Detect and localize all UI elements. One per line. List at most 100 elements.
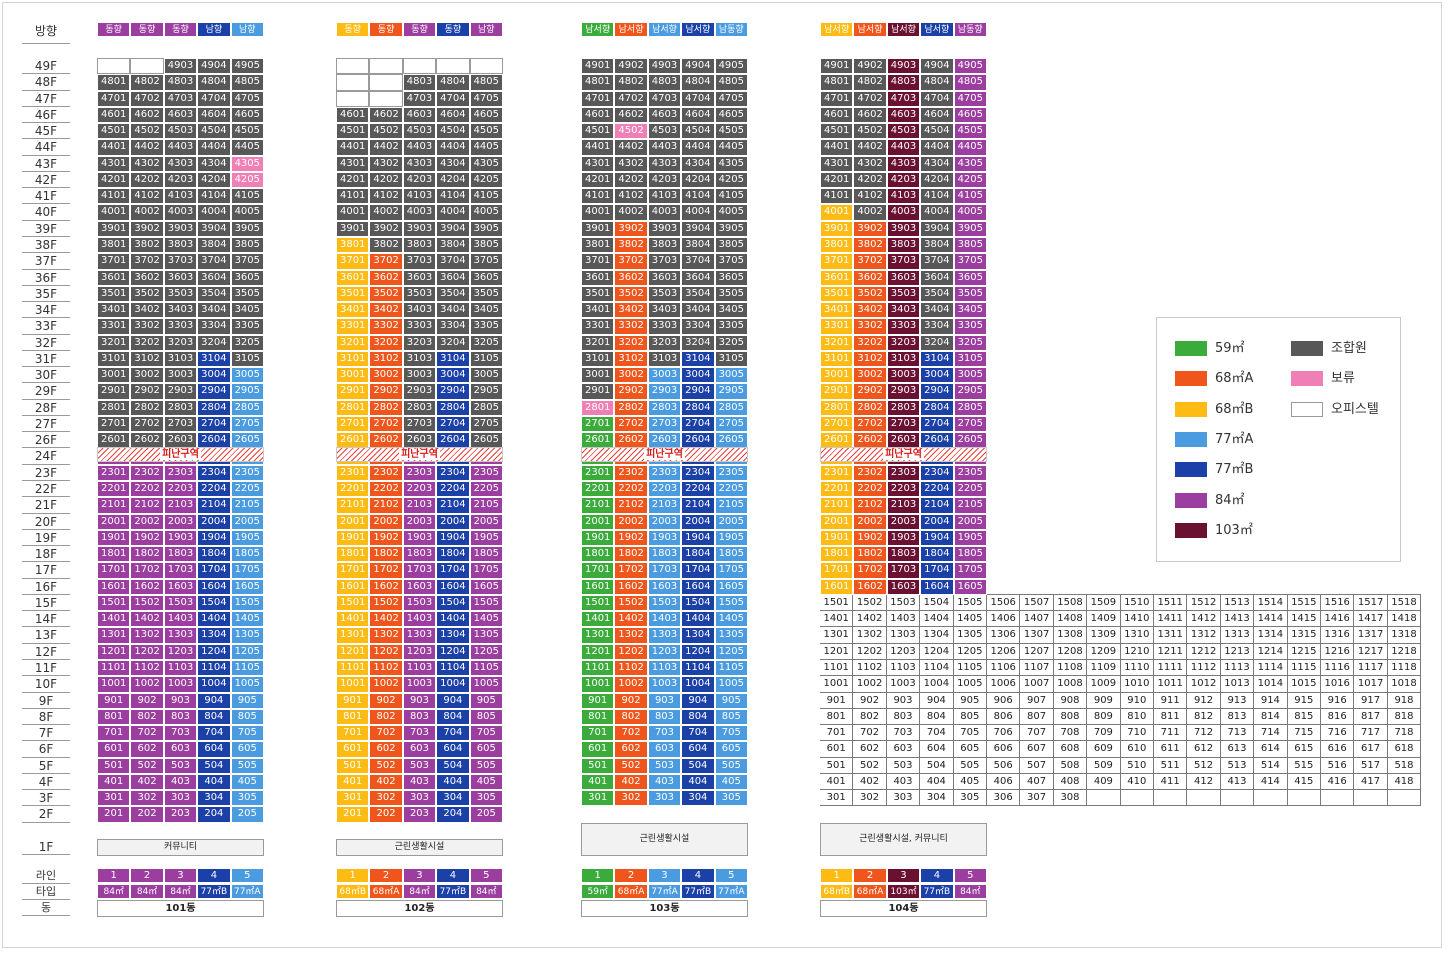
unit-cell[interactable]: 1702	[853, 562, 887, 579]
unit-cell[interactable]: 3003	[647, 367, 682, 384]
unit-cell[interactable]: 4102	[130, 188, 164, 205]
unit-cell[interactable]: 3601	[97, 269, 131, 286]
unit-cell[interactable]: 805	[230, 708, 264, 726]
unit-cell[interactable]: 3402	[130, 302, 164, 319]
unit-cell[interactable]: 2003	[402, 513, 437, 530]
unit-cell[interactable]: 1501	[336, 594, 370, 612]
unit-cell[interactable]: 4904	[920, 58, 954, 75]
unit-cell[interactable]: 3701	[820, 253, 854, 270]
unit-cell[interactable]: 1405	[714, 611, 748, 628]
unit-cell[interactable]: 3304	[920, 318, 954, 335]
unit-cell[interactable]: 4404	[920, 139, 954, 156]
unit-cell[interactable]: 401	[581, 773, 615, 791]
unit-cell[interactable]: 1701	[820, 562, 854, 579]
unit-cell[interactable]: 302	[130, 790, 164, 807]
unit-cell[interactable]: 2204	[920, 481, 954, 498]
unit-cell[interactable]: 4705	[469, 90, 503, 107]
unit-cell[interactable]: 2704	[920, 415, 954, 433]
unit-cell[interactable]: 1801	[820, 546, 854, 563]
unit-cell[interactable]: 403	[163, 773, 198, 791]
unit-cell[interactable]: 3001	[581, 367, 615, 384]
unit-cell[interactable]: 3202	[369, 334, 403, 351]
unit-cell[interactable]: 301	[581, 790, 615, 807]
unit-cell[interactable]: 2802	[614, 399, 648, 416]
officetel-cell[interactable]: 909	[1087, 692, 1121, 709]
unit-cell[interactable]: 1805	[230, 546, 264, 563]
officetel-cell[interactable]: 914	[1254, 692, 1288, 709]
officetel-cell[interactable]: 913	[1220, 692, 1255, 709]
unit-cell[interactable]: 3005	[714, 367, 748, 384]
unit-cell[interactable]: 2201	[820, 481, 854, 498]
officetel-cell[interactable]: 305	[953, 790, 987, 807]
unit-cell[interactable]: 1804	[920, 546, 954, 563]
officetel-cell[interactable]: 501	[820, 757, 854, 774]
officetel-cell[interactable]: 717	[1354, 725, 1388, 742]
officetel-cell[interactable]: 1003	[886, 676, 921, 693]
unit-cell[interactable]: 1604	[436, 578, 470, 595]
unit-cell[interactable]: 3801	[820, 236, 854, 254]
unit-cell[interactable]: 2301	[581, 464, 615, 482]
unit-cell[interactable]: 3603	[402, 269, 437, 286]
unit-cell[interactable]: 4005	[230, 204, 264, 221]
officetel-cell[interactable]: 701	[820, 725, 854, 742]
officetel-cell[interactable]: 1307	[1020, 627, 1054, 644]
unit-cell[interactable]: 2005	[230, 513, 264, 530]
unit-cell[interactable]: 2202	[369, 481, 403, 498]
officetel-cell[interactable]: 402	[853, 773, 887, 791]
unit-cell[interactable]: 505	[714, 757, 748, 774]
officetel-cell[interactable]	[1321, 790, 1355, 807]
unit-cell[interactable]: 2701	[97, 415, 131, 433]
unit-cell[interactable]: 2903	[163, 383, 198, 400]
unit-cell[interactable]: 701	[97, 725, 131, 742]
officetel-cell[interactable]: 802	[853, 708, 887, 726]
officetel-cell[interactable]: 1001	[820, 676, 854, 693]
unit-cell[interactable]: 4001	[581, 204, 615, 221]
officetel-cell[interactable]: 1013	[1220, 676, 1255, 693]
officetel-cell[interactable]: 912	[1187, 692, 1221, 709]
unit-cell[interactable]: 3502	[130, 285, 164, 303]
unit-cell[interactable]: 4101	[820, 188, 854, 205]
unit-cell[interactable]: 2701	[820, 415, 854, 433]
unit-cell[interactable]: 3601	[581, 269, 615, 286]
unit-cell[interactable]: 4501	[97, 123, 131, 140]
unit-cell[interactable]: 4402	[130, 139, 164, 156]
unit-cell[interactable]: 204	[197, 806, 231, 823]
unit-cell[interactable]: 1801	[97, 546, 131, 563]
unit-cell[interactable]: 1603	[163, 578, 198, 595]
officetel-cell[interactable]: 1401	[820, 611, 854, 628]
officetel-cell[interactable]: 807	[1020, 708, 1054, 726]
unit-cell[interactable]: 4704	[681, 90, 715, 107]
unit-cell[interactable]: 1001	[336, 676, 370, 693]
unit-cell[interactable]: 4105	[953, 188, 987, 205]
unit-cell[interactable]: 2001	[336, 513, 370, 530]
unit-cell[interactable]: 4204	[436, 171, 470, 189]
unit-cell[interactable]: 4305	[469, 155, 503, 172]
unit-cell[interactable]: 2304	[197, 464, 231, 482]
officetel-cell[interactable]: 1115	[1287, 659, 1321, 677]
officetel-cell[interactable]: 1004	[920, 676, 954, 693]
officetel-cell[interactable]: 911	[1154, 692, 1188, 709]
unit-cell[interactable]: 1902	[369, 529, 403, 547]
unit-cell[interactable]: 2704	[197, 415, 231, 433]
unit-cell[interactable]: 4303	[402, 155, 437, 172]
unit-cell[interactable]	[97, 58, 131, 75]
unit-cell[interactable]: 4805	[469, 74, 503, 91]
unit-cell[interactable]: 3605	[714, 269, 748, 286]
unit-cell[interactable]: 4905	[714, 58, 748, 75]
unit-cell[interactable]: 404	[681, 773, 715, 791]
unit-cell[interactable]: 905	[469, 692, 503, 709]
unit-cell[interactable]: 3505	[230, 285, 264, 303]
unit-cell[interactable]: 2201	[336, 481, 370, 498]
unit-cell[interactable]: 1004	[197, 676, 231, 693]
unit-cell[interactable]: 602	[130, 741, 164, 758]
unit-cell[interactable]: 2304	[436, 464, 470, 482]
unit-cell[interactable]: 2101	[820, 497, 854, 514]
unit-cell[interactable]: 1205	[714, 643, 748, 660]
officetel-cell[interactable]: 1217	[1354, 643, 1388, 660]
unit-cell[interactable]: 1905	[953, 529, 987, 547]
officetel-cell[interactable]: 604	[920, 741, 954, 758]
officetel-cell[interactable]: 410	[1120, 773, 1154, 791]
unit-cell[interactable]: 1803	[647, 546, 682, 563]
unit-cell[interactable]: 2904	[436, 383, 470, 400]
officetel-cell[interactable]: 809	[1087, 708, 1121, 726]
